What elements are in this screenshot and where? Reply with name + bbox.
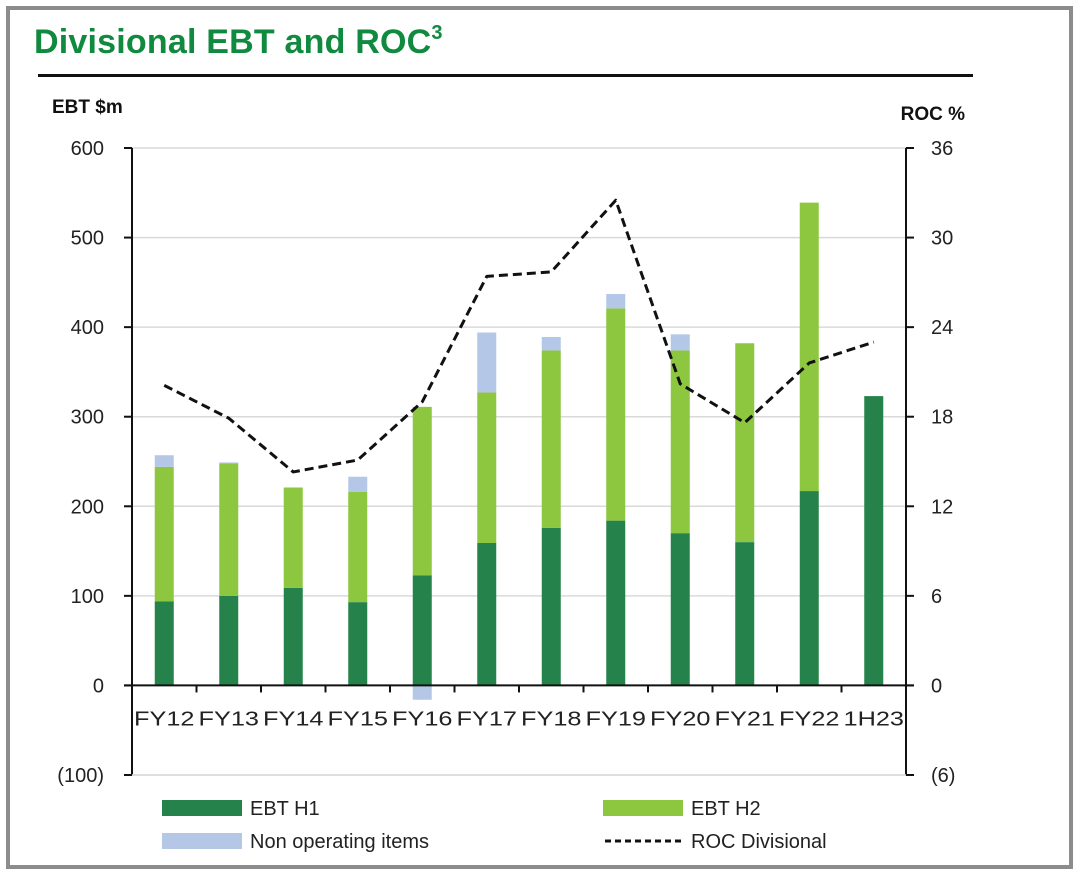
x-tick-label: FY13: [199, 708, 260, 730]
y2-tick-label: 6: [931, 586, 942, 608]
bar-ebt-h1-fy21: [735, 542, 755, 686]
bar-ebt-h1-fy14: [283, 587, 303, 686]
x-tick-label: FY20: [650, 708, 711, 730]
bar-ebt-h2-fy20: [670, 350, 690, 534]
y-tick-label: 400: [71, 317, 104, 339]
y2-tick-label: 12: [931, 496, 953, 518]
bar-ebt-h2-fy14: [283, 487, 303, 588]
x-tick-label: FY15: [328, 708, 389, 730]
bar-ebt-h1-fy22: [799, 491, 819, 686]
legend-swatch-ebt-h1: [162, 800, 242, 816]
bar-ebt-h1-fy20: [670, 533, 690, 686]
x-tick-label: FY18: [521, 708, 582, 730]
y-tick-label: 300: [71, 407, 104, 429]
roc-divisional-line: [163, 198, 875, 474]
y-tick-label: 0: [93, 675, 104, 697]
bar-ebt-h1-fy15: [348, 602, 368, 686]
bar-ebt-h2-fy19: [606, 308, 626, 521]
bar-ebt-h1-fy13: [219, 595, 239, 686]
bars-layer: [154, 202, 884, 700]
bar-ebt-h2-fy12: [154, 466, 174, 602]
legend-label-non-operating-items: Non operating items: [250, 831, 429, 853]
bar-non-operating-items-fy16: [412, 685, 432, 700]
bar-ebt-h2-fy15: [348, 491, 368, 603]
bar-ebt-h2-fy21: [735, 343, 755, 543]
y2-tick-label: (6): [931, 765, 955, 787]
y2-tick-label: 0: [931, 675, 942, 697]
y-tick-label: 200: [71, 496, 104, 518]
roc-line-layer: [163, 198, 875, 474]
x-tick-label: FY21: [715, 708, 776, 730]
legend-swatch-ebt-h2: [603, 800, 683, 816]
x-tick-label: FY12: [134, 708, 195, 730]
legend-label-roc-divisional: ROC Divisional: [691, 831, 827, 853]
bar-ebt-h1-fy16: [412, 575, 432, 686]
bar-ebt-h1-fy17: [477, 543, 497, 686]
title-underline: [38, 74, 973, 77]
bar-non-operating-items-fy17: [477, 332, 497, 393]
bar-ebt-h2-fy18: [541, 350, 561, 528]
x-tick-label: FY16: [392, 708, 453, 730]
chart-title-text: Divisional EBT and ROC: [34, 23, 432, 61]
bar-non-operating-items-fy20: [670, 334, 690, 351]
x-tick-label: FY17: [457, 708, 518, 730]
x-tick-label: 1H23: [844, 708, 905, 730]
chart-frame: [6, 6, 1073, 869]
chart-title: Divisional EBT and ROC3: [34, 22, 443, 62]
y-tick-label: (100): [57, 765, 104, 787]
legend-swatch-non-operating-items: [162, 833, 242, 849]
y2-tick-label: 24: [931, 317, 953, 339]
bar-ebt-h2-fy22: [799, 202, 819, 492]
x-tick-label: FY14: [263, 708, 324, 730]
bar-ebt-h2-fy13: [219, 463, 239, 596]
legend: EBT H1 EBT H2 Non operating items ROC Divis…: [162, 798, 827, 853]
bar-ebt-h2-fy16: [412, 406, 432, 576]
x-tick-label: FY19: [586, 708, 647, 730]
bar-non-operating-items-fy13: [219, 462, 239, 464]
title-footnote-marker: 3: [431, 22, 443, 44]
bar-ebt-h1-fy18: [541, 527, 561, 686]
y2-tick-label: 36: [931, 138, 953, 160]
bar-ebt-h1-fy12: [154, 601, 174, 686]
legend-label-ebt-h1: EBT H1: [250, 798, 320, 820]
y2-tick-label: 30: [931, 228, 953, 250]
x-tick-label: FY22: [779, 708, 840, 730]
y2-axis-title: ROC %: [901, 104, 966, 125]
y-tick-label: 600: [71, 138, 104, 160]
bar-ebt-h1-fy19: [606, 520, 626, 686]
bar-ebt-h2-fy17: [477, 392, 497, 544]
bar-ebt-h1-1h23: [864, 396, 884, 686]
bar-non-operating-items-fy18: [541, 336, 561, 351]
axes-layer: 600 500 400 300 200 100 0 (100) 36 30 24 18 12 6 0 (6) F…: [57, 138, 955, 787]
y-axis-title: EBT $m: [52, 97, 123, 118]
y-tick-label: 500: [71, 228, 104, 250]
y-tick-label: 100: [71, 586, 104, 608]
legend-label-ebt-h2: EBT H2: [691, 798, 761, 820]
bar-non-operating-items-fy19: [606, 294, 626, 309]
bar-non-operating-items-fy15: [348, 476, 368, 492]
bar-non-operating-items-fy12: [154, 455, 174, 467]
gridlines: [132, 147, 906, 776]
y2-tick-label: 18: [931, 407, 953, 429]
